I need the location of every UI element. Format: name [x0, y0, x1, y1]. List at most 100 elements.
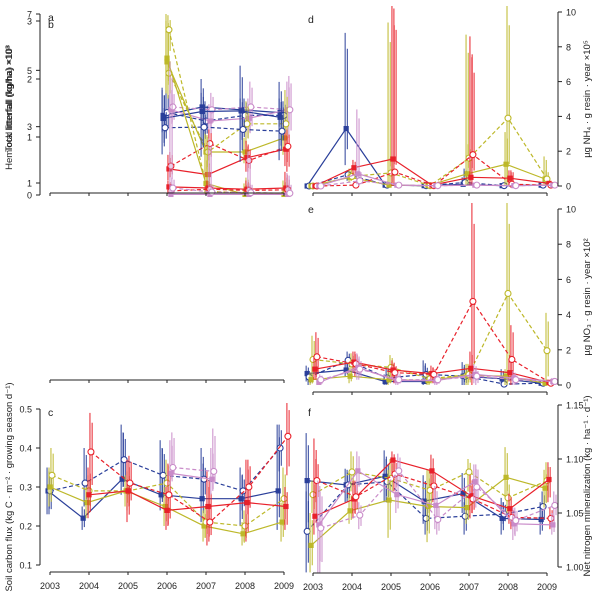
data-point: [169, 103, 177, 111]
data-point: [386, 182, 392, 188]
series-line: [88, 490, 286, 512]
panel-e: [304, 203, 559, 388]
panel-b: [160, 15, 294, 198]
y-tick-label: 0: [566, 381, 571, 391]
data-point: [245, 156, 253, 165]
data-point: [503, 474, 509, 480]
data-point: [382, 473, 388, 479]
data-point: [240, 531, 246, 537]
data-point: [238, 108, 244, 114]
data-point: [468, 174, 474, 180]
data-point: [390, 156, 396, 162]
data-point: [163, 479, 171, 487]
data-point: [81, 479, 89, 487]
y-axis-title: Net nitrogen mineralization (kg · ha⁻¹ ·…: [582, 395, 593, 576]
series-line: [172, 466, 214, 472]
y-axis-title: µg NO₃ · g resin · year ×10²: [582, 238, 593, 355]
data-point: [512, 376, 520, 384]
data-point: [504, 114, 512, 122]
data-point: [164, 59, 170, 65]
data-point: [551, 501, 559, 509]
data-point: [351, 165, 357, 171]
y-tick-label: 4: [566, 112, 571, 122]
y-tick-label: 0.2: [19, 522, 32, 532]
data-point: [507, 175, 513, 181]
y-tick-label: 7: [27, 10, 32, 20]
data-point: [391, 369, 399, 377]
data-layer: [45, 6, 559, 573]
series-red-dashed: [167, 177, 292, 195]
data-point: [461, 512, 469, 520]
y-axis-title: µg NH₄ · g resin · year ×10⁵: [582, 40, 593, 158]
series-red-solid: [312, 6, 552, 189]
data-point: [511, 521, 517, 527]
data-point: [547, 514, 555, 522]
data-point: [241, 522, 249, 530]
data-point: [126, 479, 134, 487]
data-point: [343, 125, 349, 132]
data-point: [84, 500, 90, 506]
series-line: [306, 127, 542, 187]
data-point: [277, 114, 283, 120]
data-point: [503, 373, 509, 379]
x-axis-e: [312, 391, 548, 395]
data-point: [434, 376, 442, 384]
series-line: [168, 72, 286, 153]
data-point: [433, 502, 439, 509]
data-point: [434, 182, 442, 190]
y-tick-label: 1.10: [566, 455, 584, 465]
data-point: [395, 376, 403, 384]
x-tick-label: 2006: [157, 581, 177, 591]
data-point: [168, 470, 174, 476]
data-point: [242, 149, 248, 155]
data-point: [205, 171, 211, 178]
data-point: [500, 380, 508, 388]
x-tick-label: 2009: [537, 582, 557, 592]
x-tick-label: 2004: [342, 582, 362, 592]
data-point: [421, 378, 427, 385]
series-line: [166, 61, 285, 153]
data-point: [317, 524, 325, 532]
x-tick-label: 2003: [40, 581, 60, 591]
data-point: [283, 503, 289, 510]
data-point: [164, 507, 170, 513]
series-olive-solid: [164, 14, 287, 172]
data-point: [47, 484, 53, 490]
series-line: [316, 153, 551, 187]
data-point: [472, 479, 478, 485]
y-axis-title: Hemlock litterfall (kg/ha) ×10³: [4, 46, 15, 170]
y-axis-e: 0 2 4 6 8 10 µg NO₃ · g resin · year ×10² e: [308, 204, 593, 391]
y-tick-label: 0.5: [19, 405, 32, 415]
data-point: [200, 123, 208, 131]
data-point: [386, 377, 392, 383]
data-point: [277, 109, 283, 116]
data-point: [164, 55, 170, 61]
series-olive-dashed: [309, 6, 551, 190]
panel-letter: f: [308, 407, 311, 419]
data-point: [313, 353, 321, 361]
data-point: [386, 497, 392, 503]
data-point: [512, 182, 520, 190]
data-point: [465, 468, 473, 476]
data-point: [538, 516, 544, 523]
data-point: [313, 477, 321, 485]
data-point: [382, 378, 388, 385]
data-point: [161, 124, 169, 132]
data-point: [86, 492, 92, 498]
data-point: [504, 494, 512, 502]
data-point: [205, 503, 211, 510]
data-point: [312, 366, 318, 372]
data-point: [162, 503, 168, 510]
data-point: [550, 522, 556, 528]
panel-f: [303, 433, 559, 573]
data-point: [507, 506, 513, 512]
data-point: [499, 515, 505, 521]
panel-d: [304, 6, 559, 190]
series-pink-solid: [168, 61, 291, 198]
series-blue-dashed: [161, 102, 286, 146]
series-pink-dashed: [169, 428, 218, 491]
data-point: [284, 432, 292, 440]
data-point: [206, 518, 214, 526]
